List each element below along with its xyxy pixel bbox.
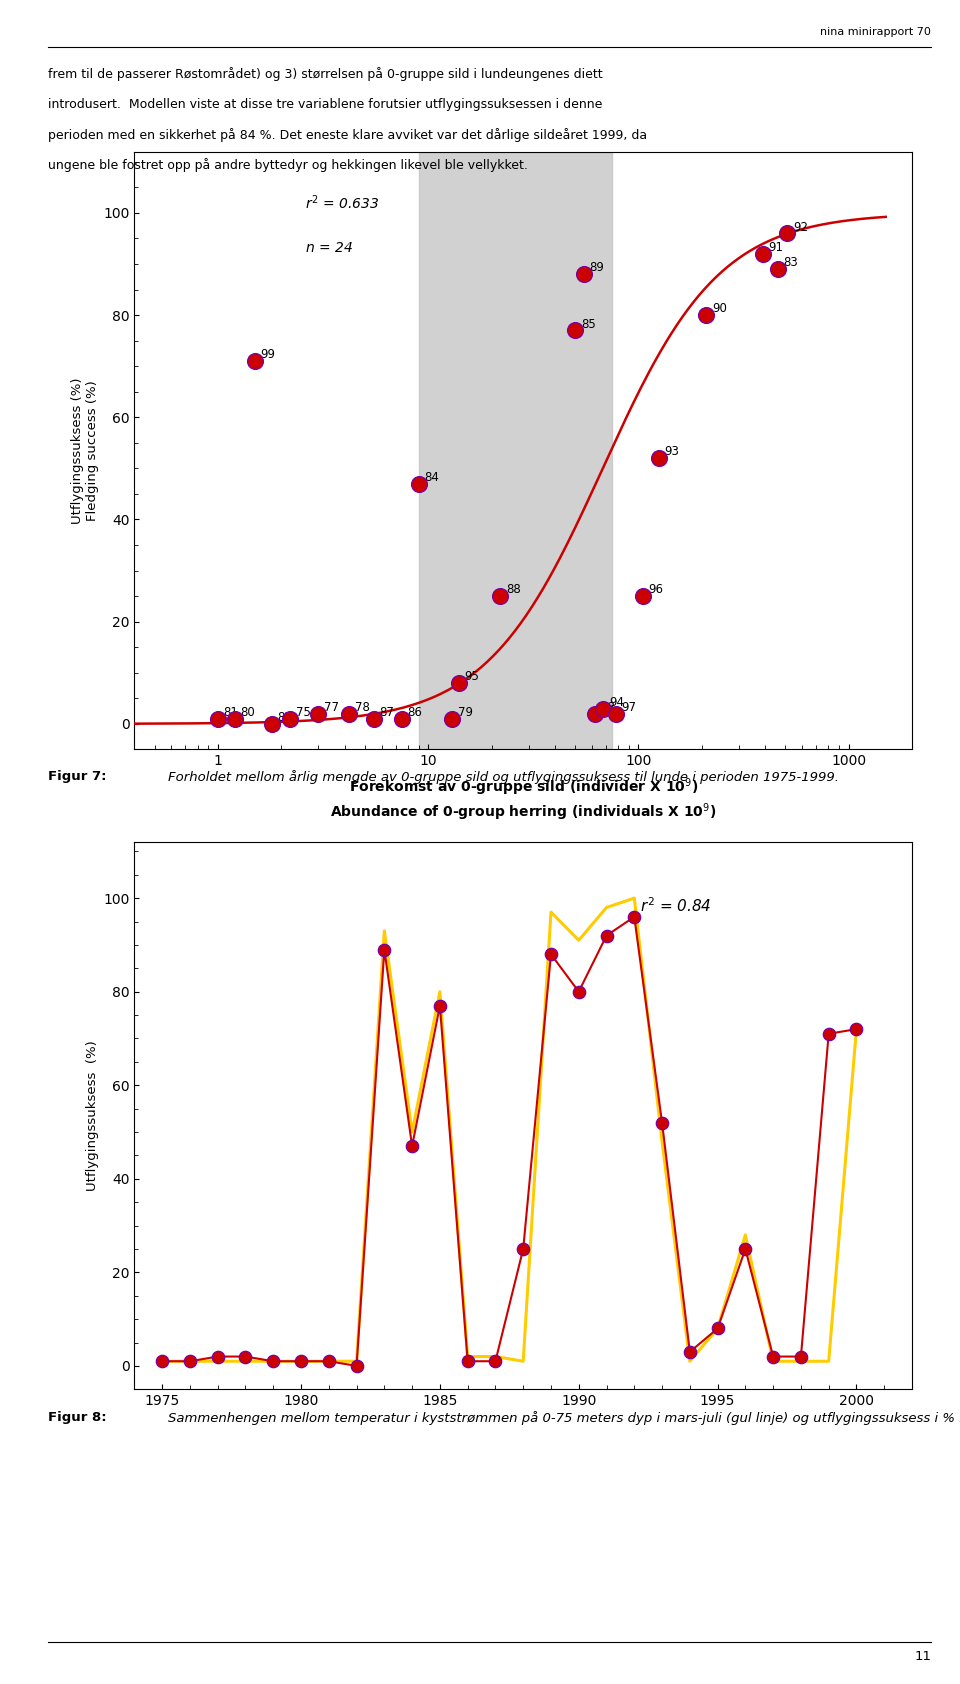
Text: Figur 8:: Figur 8:	[48, 1411, 107, 1425]
Point	[655, 1110, 670, 1137]
Point	[404, 1133, 420, 1160]
Point	[737, 1236, 753, 1263]
Point	[636, 583, 651, 610]
Text: 89: 89	[589, 261, 605, 274]
Point	[756, 241, 771, 268]
Point	[576, 261, 591, 288]
Text: Figur 7:: Figur 7:	[48, 770, 107, 783]
Point	[155, 1347, 170, 1374]
Point	[780, 221, 795, 248]
Point	[849, 1015, 864, 1042]
Text: 86: 86	[408, 706, 422, 719]
Point	[588, 701, 603, 727]
Point	[770, 256, 785, 283]
Text: introdusert.  Modellen viste at disse tre variablene forutsier utflygingssuksess: introdusert. Modellen viste at disse tre…	[48, 98, 602, 111]
Text: 81: 81	[224, 706, 238, 719]
Text: Forholdet mellom årlig mengde av 0-gruppe sild og utflygingssuksess til lunde i : Forholdet mellom årlig mengde av 0-grupp…	[168, 770, 839, 783]
Point	[210, 1344, 226, 1371]
Text: 95: 95	[465, 670, 479, 684]
Point	[627, 903, 642, 930]
Point	[793, 1344, 808, 1371]
Text: ungene ble fostret opp på andre byttedyr og hekkingen likevel ble vellykket.: ungene ble fostret opp på andre byttedyr…	[48, 158, 528, 172]
Point	[432, 992, 447, 1019]
Text: 87: 87	[379, 706, 395, 719]
Point	[366, 706, 381, 733]
Text: 94: 94	[609, 695, 624, 709]
Point	[765, 1344, 780, 1371]
Y-axis label: Utflygingssuksess  (%): Utflygingssuksess (%)	[86, 1041, 99, 1191]
Point	[322, 1347, 337, 1374]
Text: nina minirapport 70: nina minirapport 70	[821, 27, 931, 37]
Text: 92: 92	[793, 221, 807, 234]
Text: 83: 83	[783, 256, 798, 269]
Text: 85: 85	[581, 318, 595, 330]
Point	[567, 317, 583, 344]
Point	[821, 1021, 836, 1047]
Point	[395, 706, 410, 733]
Text: $r^2$ = 0.84: $r^2$ = 0.84	[640, 896, 711, 916]
Point	[311, 701, 326, 727]
Point	[182, 1347, 198, 1374]
Text: 90: 90	[711, 303, 727, 315]
X-axis label: Forekomst av 0-gruppe sild (individer X 10$^{9}$)
Abundance of 0-group herring (: Forekomst av 0-gruppe sild (individer X …	[330, 776, 716, 823]
Point	[282, 706, 298, 733]
Point	[608, 701, 623, 727]
Point	[516, 1236, 531, 1263]
Point	[376, 936, 392, 963]
Text: 11: 11	[914, 1650, 931, 1664]
Point	[595, 695, 611, 722]
Point	[238, 1344, 253, 1371]
Text: 77: 77	[324, 701, 339, 714]
Point	[488, 1347, 503, 1374]
Text: frem til de passerer Røstområdet) og 3) størrelsen på 0-gruppe sild i lundeungen: frem til de passerer Røstområdet) og 3) …	[48, 67, 603, 81]
Text: 99: 99	[260, 349, 276, 362]
Point	[264, 711, 279, 738]
Text: 96: 96	[649, 583, 663, 596]
Text: 84: 84	[424, 472, 439, 483]
Text: $r^2$ = 0.633: $r^2$ = 0.633	[305, 194, 380, 212]
Text: 75: 75	[296, 706, 310, 719]
Point	[460, 1347, 475, 1374]
Text: 91: 91	[768, 241, 783, 254]
Text: 98: 98	[600, 701, 615, 714]
Point	[651, 445, 666, 472]
Text: 93: 93	[664, 445, 680, 458]
Point	[411, 470, 426, 497]
Point	[294, 1347, 309, 1374]
Point	[492, 583, 508, 610]
Point	[683, 1339, 698, 1366]
Point	[571, 978, 587, 1005]
Point	[227, 706, 242, 733]
Text: 88: 88	[506, 583, 520, 596]
Point	[599, 923, 614, 950]
Text: 80: 80	[240, 706, 255, 719]
Point	[266, 1347, 281, 1374]
Text: 97: 97	[621, 701, 636, 714]
Point	[543, 941, 559, 968]
Point	[348, 1352, 364, 1379]
Text: 79: 79	[458, 706, 472, 719]
Text: $n$ = 24: $n$ = 24	[305, 241, 353, 256]
Y-axis label: Utflygingssuksess (%)
Fledging success (%): Utflygingssuksess (%) Fledging success (…	[71, 377, 99, 524]
Point	[342, 701, 357, 727]
Text: 82: 82	[277, 711, 292, 724]
Point	[709, 1315, 725, 1342]
Bar	[419, 152, 612, 749]
Text: perioden med en sikkerhet på 84 %. Det eneste klare avviket var det dårlige sild: perioden med en sikkerhet på 84 %. Det e…	[48, 128, 647, 141]
Point	[444, 706, 460, 733]
Point	[248, 347, 263, 374]
Text: Sammenhengen mellom temperatur i kyststrømmen på 0-75 meters dyp i mars-juli (gu: Sammenhengen mellom temperatur i kyststr…	[168, 1411, 960, 1425]
Point	[451, 670, 467, 697]
Text: 78: 78	[354, 701, 370, 714]
Point	[699, 301, 714, 328]
Point	[210, 706, 226, 733]
